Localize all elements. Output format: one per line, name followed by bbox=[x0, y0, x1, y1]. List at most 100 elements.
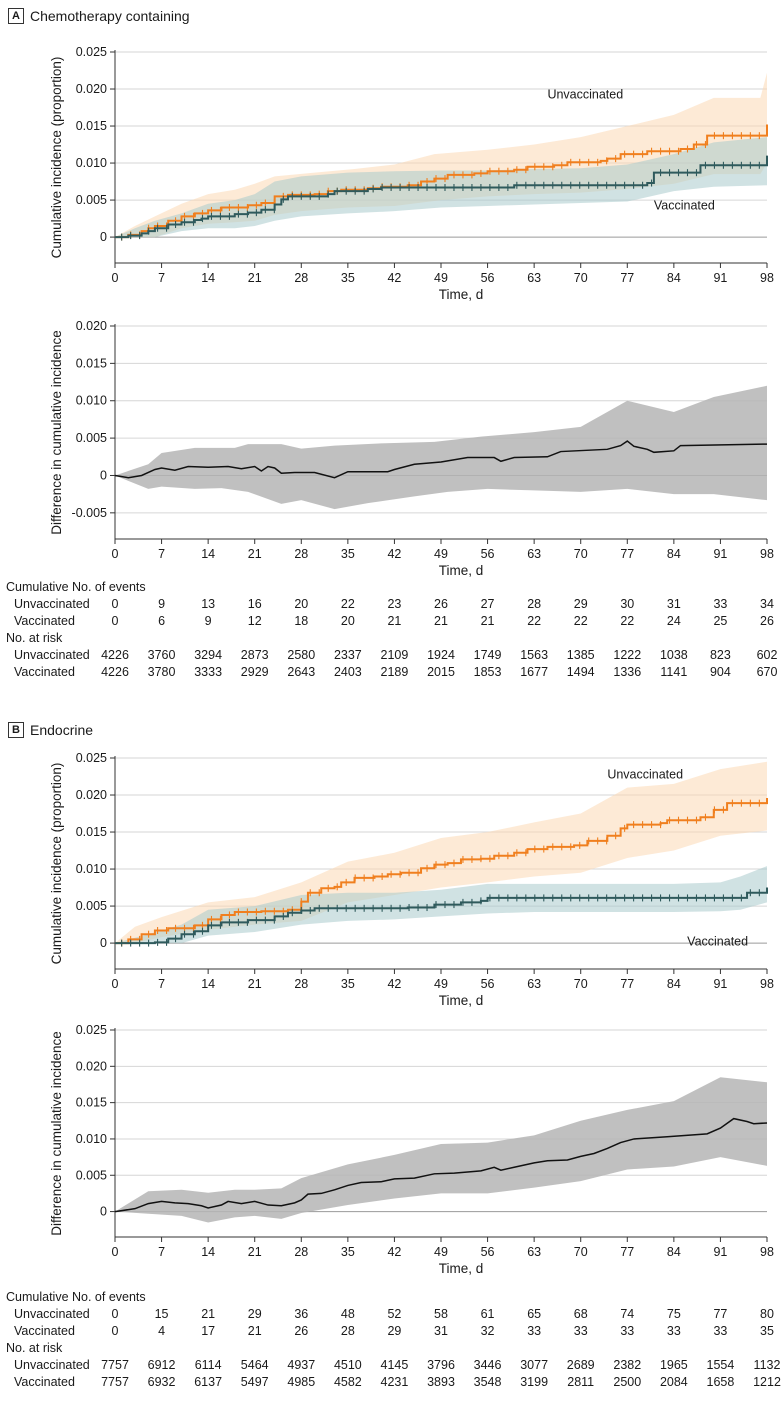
panel-a-difference-xtick-label: 14 bbox=[201, 547, 215, 561]
panel-a-cell: 22 bbox=[340, 597, 355, 611]
panel-a-table-header: Cumulative No. of events bbox=[6, 580, 146, 594]
panel-a-difference-difference-line bbox=[114, 440, 768, 479]
panel-a-incidence-ylabel: Cumulative incidence (proportion) bbox=[49, 57, 64, 259]
panel-b-cell: 6932 bbox=[147, 1375, 176, 1389]
panel-b-cell: 17 bbox=[201, 1324, 216, 1338]
panel-b-cell: 48 bbox=[340, 1307, 355, 1321]
panel-b-cell: 35 bbox=[760, 1324, 774, 1338]
panel-a-difference-xtick-label: 42 bbox=[387, 547, 401, 561]
panel-b-cell: 36 bbox=[294, 1307, 309, 1321]
panel-a-difference-xtick-label: 0 bbox=[112, 547, 119, 561]
panel-b-cell: 6114 bbox=[194, 1358, 222, 1372]
panel-b-cell: 4582 bbox=[333, 1375, 362, 1389]
panel-b-cell: 6137 bbox=[194, 1375, 223, 1389]
panel-b-difference-xtick-label: 70 bbox=[574, 1245, 588, 1259]
panel-a-incidence-xtick-label: 35 bbox=[341, 271, 355, 285]
panel-a-cell: 21 bbox=[480, 614, 495, 628]
panel-b-cell: 33 bbox=[620, 1324, 635, 1338]
panel-b-cell: 33 bbox=[666, 1324, 681, 1338]
panel-a-incidence-xtick-label: 91 bbox=[713, 271, 727, 285]
panel-b-cell: 2382 bbox=[613, 1358, 642, 1372]
panel-b-cell: 3077 bbox=[520, 1358, 549, 1372]
panel-b-difference-xtick-label: 63 bbox=[527, 1245, 541, 1259]
panel-a-cell: 1494 bbox=[566, 665, 595, 679]
panel-a-risk-table: Cumulative No. of events Unvaccinated 0 9 13… bbox=[0, 580, 783, 695]
panel-a-cell: 2337 bbox=[333, 648, 362, 662]
panel-b-cell: 3199 bbox=[520, 1375, 549, 1389]
panel-a-difference-xtick-label: 56 bbox=[481, 547, 495, 561]
panel-b-cell: 29 bbox=[387, 1324, 402, 1338]
panel-b-incidence-series-unvaccinated bbox=[115, 797, 768, 945]
panel-b-risk-table: Cumulative No. of events Unvaccinated 0 15 2… bbox=[0, 1290, 783, 1406]
panel-a-cell: 6 bbox=[158, 614, 166, 628]
panel-b-table-header: Cumulative No. of events bbox=[6, 1290, 146, 1304]
panel-a-cell: 9 bbox=[158, 597, 166, 611]
panel-b-cell: 3446 bbox=[473, 1358, 502, 1372]
panel-a-cell: 13 bbox=[201, 597, 216, 611]
panel-a-difference-ci-band bbox=[115, 385, 767, 510]
panel-b-difference-xtick-label: 56 bbox=[481, 1245, 495, 1259]
panel-a-incidence-xtick-label: 63 bbox=[527, 271, 541, 285]
panel-a-cell: 9 bbox=[204, 614, 212, 628]
panel-a-cell: 4226 bbox=[101, 665, 129, 679]
panel-b-difference-ytick-label: 0.010 bbox=[76, 1132, 107, 1146]
panel-a-cell: 1924 bbox=[427, 648, 455, 662]
panel-a-cell: 22 bbox=[573, 614, 588, 628]
panel-b-difference-xtick-label: 84 bbox=[667, 1245, 681, 1259]
panel-b-cell: 1965 bbox=[659, 1358, 688, 1372]
panel-a-title: Chemotherapy containing bbox=[30, 8, 190, 24]
panel-b-cell: 32 bbox=[480, 1324, 495, 1338]
panel-b-difference-xtick-label: 77 bbox=[620, 1245, 634, 1259]
panel-a-cell: 1677 bbox=[520, 665, 549, 679]
panel-a-incidence-xtick-label: 42 bbox=[387, 271, 401, 285]
panel-a-cell: 1853 bbox=[473, 665, 502, 679]
panel-a-cell: 31 bbox=[666, 597, 681, 611]
panel-b-row-label: Vaccinated bbox=[14, 1375, 75, 1389]
panel-b-difference-ytick-label: 0.020 bbox=[76, 1059, 107, 1073]
panel-b-incidence-ytick-label: 0.015 bbox=[76, 825, 107, 839]
panel-b-cell: 6912 bbox=[147, 1358, 176, 1372]
panel-b-difference-xtick-label: 28 bbox=[294, 1245, 308, 1259]
panel-a-difference-ytick-label: 0 bbox=[100, 468, 107, 482]
panel-a-cell: 25 bbox=[713, 614, 728, 628]
panel-a-row-label: Unvaccinated bbox=[14, 648, 90, 662]
panel-a-cell: 34 bbox=[760, 597, 774, 611]
panel-b-row-label: Unvaccinated bbox=[14, 1307, 90, 1321]
panel-b-cell: 3548 bbox=[473, 1375, 502, 1389]
panel-a-cell: 3294 bbox=[194, 648, 223, 662]
panel-a-incidence-label-unvaccinated: Unvaccinated bbox=[547, 88, 623, 102]
panel-a-incidence-xtick-label: 28 bbox=[294, 271, 308, 285]
panel-a-cell: 28 bbox=[527, 597, 542, 611]
panel-b-cell: 4231 bbox=[380, 1375, 409, 1389]
panel-a-header: A Chemotherapy containing bbox=[8, 8, 190, 24]
panel-a-incidence-label-vaccinated: Vaccinated bbox=[654, 199, 715, 213]
panel-b-cell: 4 bbox=[158, 1324, 166, 1338]
panel-a-difference-ytick-label: -0.005 bbox=[72, 506, 107, 520]
panel-b-cell: 5464 bbox=[240, 1358, 269, 1372]
panel-b-cell: 33 bbox=[573, 1324, 588, 1338]
panel-a-cell: 21 bbox=[434, 614, 448, 628]
panel-b-difference-ytick-label: 0.005 bbox=[76, 1168, 107, 1182]
panel-b-table-header: No. at risk bbox=[6, 1341, 63, 1355]
panel-a-incidence-chart: 0 0.005 0.010 0.015 0.020 0.025 0 7 14 21 28 35 42 49… bbox=[49, 45, 774, 302]
panel-b-difference-xtick-label: 14 bbox=[201, 1245, 215, 1259]
panel-b-cell: 29 bbox=[247, 1307, 262, 1321]
panel-a-incidence-xtick-label: 98 bbox=[760, 271, 774, 285]
panel-b-difference-xtick-label: 7 bbox=[158, 1245, 165, 1259]
panel-a-incidence-xtick-label: 77 bbox=[620, 271, 634, 285]
panel-a-cell: 16 bbox=[247, 597, 262, 611]
panel-a-cell: 27 bbox=[480, 597, 495, 611]
panel-b-incidence-xtick-label: 77 bbox=[620, 977, 634, 991]
panel-a-cell: 33 bbox=[713, 597, 728, 611]
panel-a-difference-xtick-label: 70 bbox=[574, 547, 588, 561]
panel-b-incidence-xtick-label: 14 bbox=[201, 977, 215, 991]
panel-b-incidence-ytick-label: 0.020 bbox=[76, 788, 107, 802]
panel-b-incidence-ytick-label: 0.010 bbox=[76, 862, 107, 876]
panel-a-table-header: No. at risk bbox=[6, 631, 63, 645]
panel-a-cell: 23 bbox=[387, 597, 402, 611]
panel-b-cell: 26 bbox=[294, 1324, 309, 1338]
panel-a-cell: 26 bbox=[760, 614, 774, 628]
panel-b-cell: 33 bbox=[527, 1324, 542, 1338]
panel-a-difference-xtick-label: 63 bbox=[527, 547, 541, 561]
panel-b-cell: 1554 bbox=[706, 1358, 735, 1372]
